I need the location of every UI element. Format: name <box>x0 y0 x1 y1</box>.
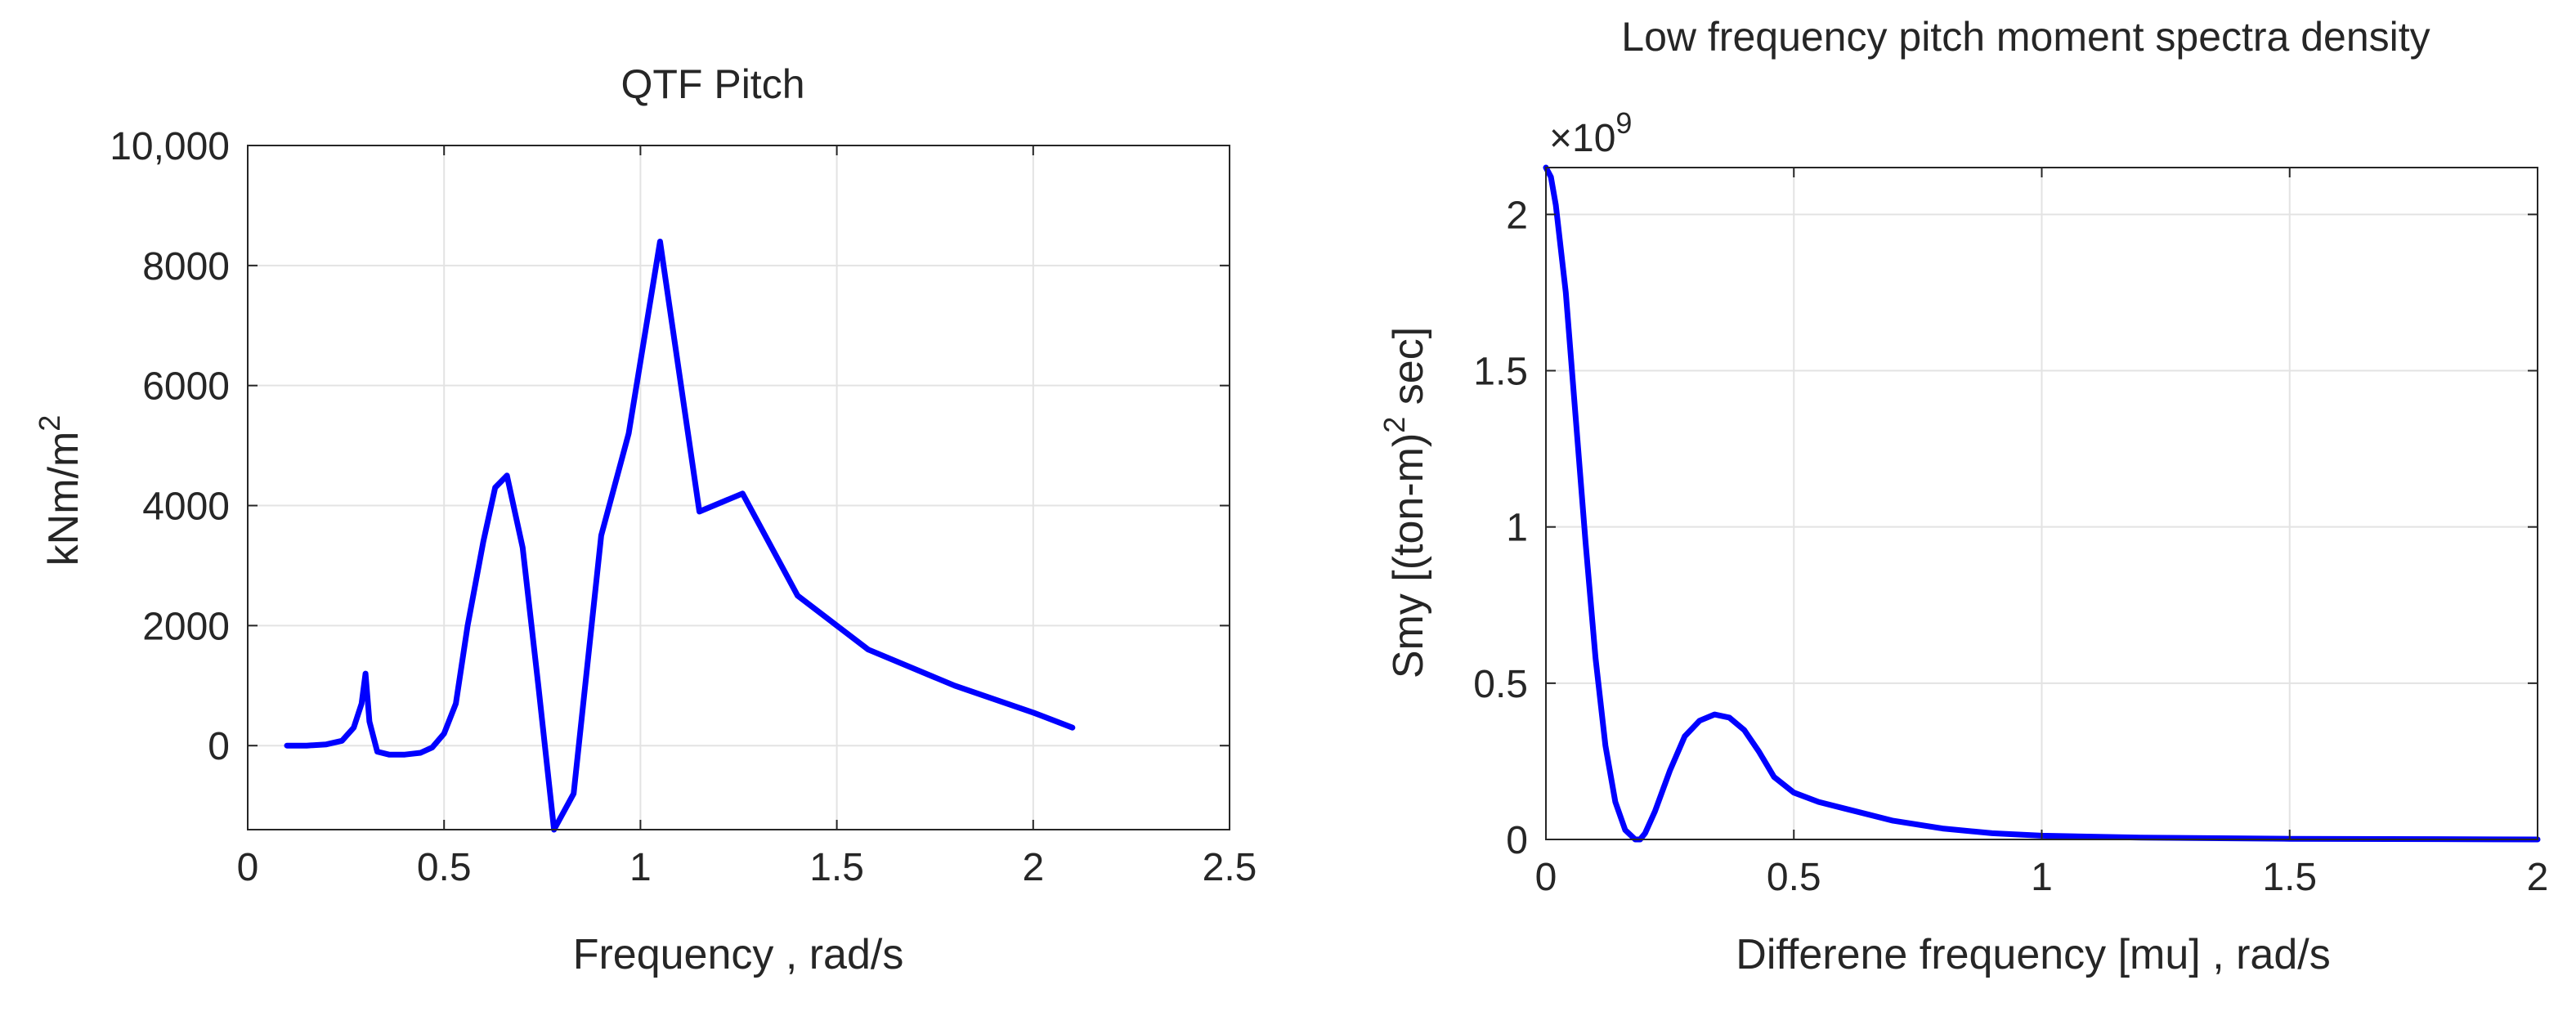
x-tick-label: 0.5 <box>417 846 472 889</box>
y-tick-label: 2000 <box>142 605 230 648</box>
qtf-pitch-series-line <box>284 239 1076 833</box>
y-axis-label: kNm/m2 <box>33 415 87 566</box>
y-tick-label: 4000 <box>142 486 230 529</box>
y-axis-label-superscript: 2 <box>33 415 66 432</box>
x-axis-label: Differene frequency [mu] , rad/s <box>1736 931 2330 978</box>
x-tick-label: 0 <box>1535 856 1557 899</box>
y-axis-label-suffix: sec] <box>1385 327 1432 417</box>
x-tick-label: 2.5 <box>1203 846 1257 889</box>
x-tick-label: 0.5 <box>1767 856 1821 899</box>
x-tick-label: 1 <box>629 846 652 889</box>
x-tick-label: 2 <box>2527 856 2549 899</box>
x-tick-label: 2 <box>1022 846 1044 889</box>
grid <box>1546 168 2538 839</box>
y-tick-label: 8000 <box>142 245 230 289</box>
y-tick-labels: 0 2000 4000 6000 8000 10,000 <box>110 125 230 768</box>
y-tick-label: 6000 <box>142 365 230 409</box>
y-axis-label: Smy [(ton-m)2 sec] <box>1378 327 1432 678</box>
tick-marks <box>1545 168 2538 840</box>
y-tick-label: 0.5 <box>1473 663 1528 706</box>
x-tick-label: 1.5 <box>809 846 864 889</box>
x-tick-label: 1 <box>2031 856 2053 899</box>
spectra-density-chart: Low frequency pitch moment spectra densi… <box>1378 14 2548 978</box>
exponent-power: 9 <box>1615 106 1632 140</box>
axes-frame <box>247 145 1230 830</box>
x-tick-labels: 0 0.5 1 1.5 2 <box>1535 856 2549 899</box>
y-axis-label-base: Smy [(ton-m) <box>1385 433 1432 678</box>
y-tick-label: 1.5 <box>1473 351 1528 394</box>
x-tick-label: 1.5 <box>2262 856 2317 899</box>
y-tick-label: 1 <box>1506 507 1528 550</box>
y-tick-labels: 0 0.5 1 1.5 2 <box>1473 194 1528 862</box>
x-tick-label: 0 <box>237 846 259 889</box>
y-tick-label: 2 <box>1506 194 1528 237</box>
y-axis-label-superscript: 2 <box>1378 417 1411 433</box>
chart-title: Low frequency pitch moment spectra densi… <box>1621 14 2430 60</box>
exponent-label: ×109 <box>1549 106 1632 160</box>
y-tick-label: 10,000 <box>110 125 230 168</box>
chart-title: QTF Pitch <box>620 61 804 107</box>
y-axis-label-base: kNm/m <box>40 432 87 566</box>
tick-marks <box>247 145 1230 830</box>
smy-series-line <box>1543 164 2541 843</box>
y-tick-label: 0 <box>208 725 230 768</box>
qtf-pitch-chart: QTF Pitch 0 0.5 1 1.5 2 2.5 0 2000 4000 6000 8000… <box>33 61 1257 978</box>
x-tick-labels: 0 0.5 1 1.5 2 2.5 <box>237 846 1257 889</box>
exponent-prefix: ×10 <box>1549 117 1615 160</box>
grid <box>248 145 1230 830</box>
x-axis-label: Frequency , rad/s <box>573 931 904 978</box>
y-tick-label: 0 <box>1506 819 1528 862</box>
